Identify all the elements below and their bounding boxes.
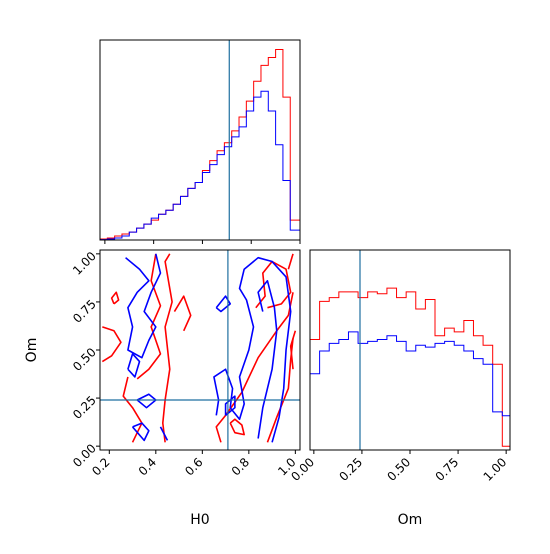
- x-axis-label-h0: H0: [190, 512, 209, 528]
- contour-series-0-5: [215, 292, 294, 443]
- contour-series-0-4: [173, 295, 192, 332]
- contour-series-1-3: [131, 422, 150, 442]
- contour-series-1-4: [159, 426, 169, 441]
- contour-series-0-7: [255, 260, 292, 309]
- om-histogram-series-1: [309, 331, 511, 450]
- om-histogram-series-0: [309, 287, 511, 450]
- contour-series-0-0: [101, 326, 122, 363]
- contour-series-0-3: [161, 253, 173, 443]
- joint-contour-panel: 0.2 0.4 0.6 0.8 1.00.000.250.500.751.00: [70, 249, 301, 478]
- contour-series-1-1: [127, 353, 141, 378]
- contour-series-0-10: [229, 418, 245, 436]
- contour-series-1-8: [224, 395, 236, 417]
- y-axis-label-om: Om: [24, 338, 40, 363]
- h0-marginal-frame: [99, 39, 301, 241]
- contour-series-1-6: [257, 279, 278, 439]
- contour-series-0-2: [122, 376, 143, 443]
- h0-histogram-series-1: [99, 90, 301, 241]
- contour-series-0-11: [110, 291, 120, 305]
- contour-series-1-7: [215, 295, 232, 313]
- contour-series-1-5: [213, 256, 292, 443]
- x-axis-label-om: Om: [398, 512, 423, 528]
- joint-contours: [101, 253, 297, 443]
- contour-series-0-8: [289, 330, 297, 370]
- h0-marginal-panel: [99, 39, 301, 244]
- contour-series-1-0: [125, 253, 162, 359]
- contour-series-0-1: [136, 253, 162, 380]
- contour-series-0-9: [287, 253, 294, 270]
